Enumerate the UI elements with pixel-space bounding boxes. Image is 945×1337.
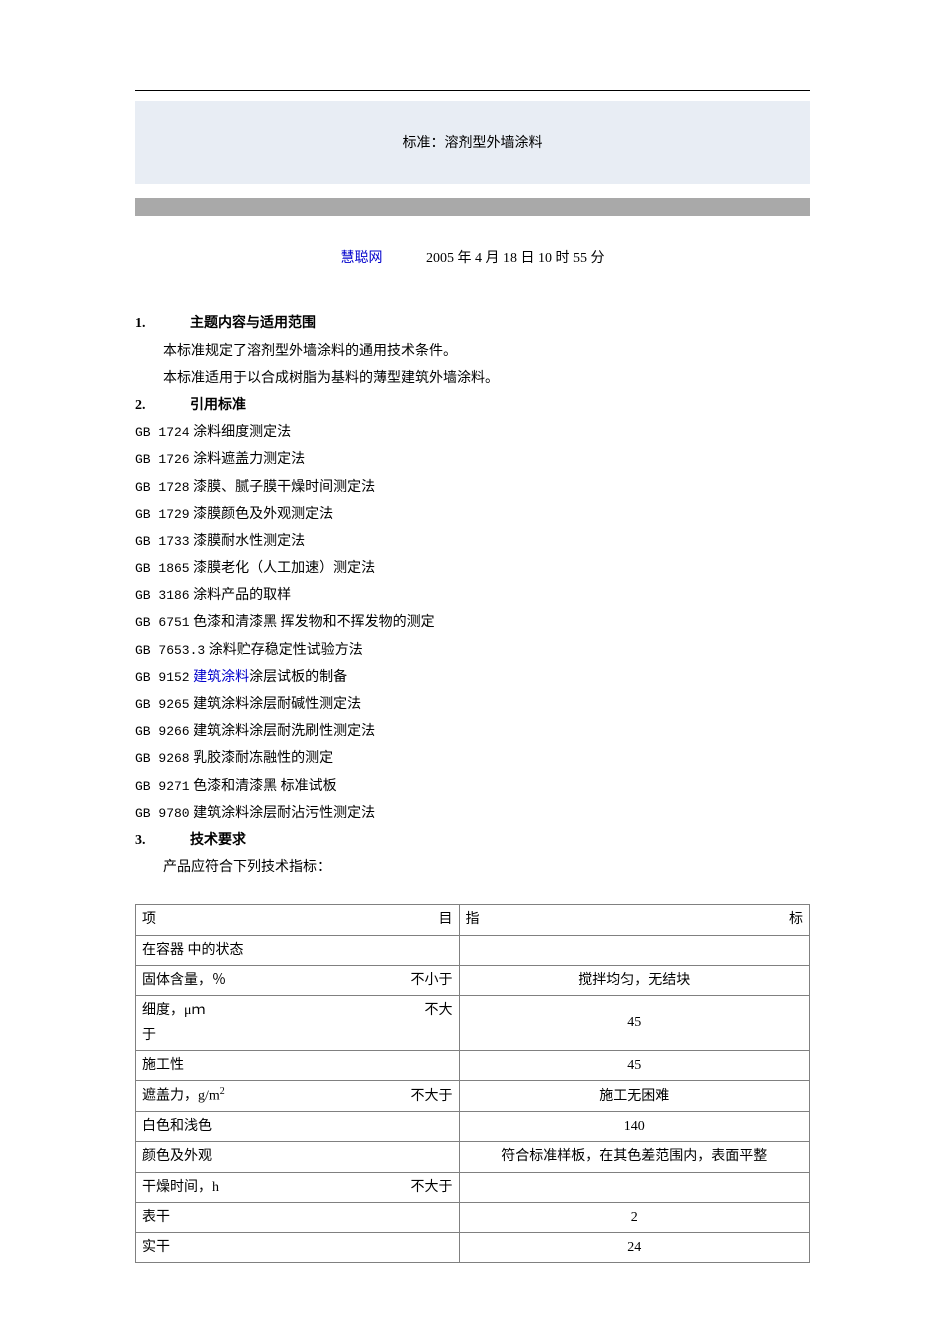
reference-line: GB 1733 漆膜耐水性测定法 [135, 529, 810, 554]
source-link[interactable]: 慧聪网 [341, 251, 383, 266]
reference-line: GB 1726 涂料遮盖力测定法 [135, 447, 810, 472]
reference-line: GB 1729 漆膜颜色及外观测定法 [135, 502, 810, 527]
column-header-item: 项 目 [136, 905, 460, 935]
reference-line: GB 7653.3 涂料贮存稳定性试验方法 [135, 638, 810, 663]
reference-line: GB 9268 乳胶漆耐冻融性的测定 [135, 746, 810, 771]
section-title: 引用标准 [190, 393, 246, 418]
spec-table: 项 目 指 标 在容器 中的状态 固体含量，％不小于 搅拌均匀，无结块 [135, 904, 810, 1263]
table-row: 白色和浅色 140 [136, 1112, 810, 1142]
section-3-heading: 3. 技术要求 [135, 828, 810, 853]
title-block: 标准：溶剂型外墙涂料 [135, 101, 810, 184]
gray-divider-bar [135, 198, 810, 216]
section-number: 1. [135, 311, 190, 336]
inline-link[interactable]: 建筑涂料 [193, 670, 249, 685]
table-row: 干燥时间，h不大于 [136, 1172, 810, 1202]
section-1-heading: 1. 主题内容与适用范围 [135, 311, 810, 336]
top-divider [135, 90, 810, 91]
reference-line: GB 9271 色漆和清漆黑 标准试板 [135, 774, 810, 799]
table-row: 施工性 45 [136, 1051, 810, 1081]
section-title: 主题内容与适用范围 [190, 311, 316, 336]
reference-line: GB 9152 建筑涂料涂层试板的制备 [135, 665, 810, 690]
section-number: 3. [135, 828, 190, 853]
reference-line: GB 1865 漆膜老化（人工加速）测定法 [135, 556, 810, 581]
paragraph: 产品应符合下列技术指标： [135, 855, 810, 880]
reference-line: GB 3186 涂料产品的取样 [135, 583, 810, 608]
section-2-heading: 2. 引用标准 [135, 393, 810, 418]
table-row: 细度，μｍ不大 于 45 [136, 995, 810, 1050]
table-row: 遮盖力，g/m2不大于 施工无困难 [136, 1081, 810, 1112]
table-row: 颜色及外观 符合标准样板，在其色差范围内，表面平整 [136, 1142, 810, 1172]
paragraph: 本标准规定了溶剂型外墙涂料的通用技术条件。 [135, 339, 810, 364]
reference-line: GB 9266 建筑涂料涂层耐洗刷性测定法 [135, 719, 810, 744]
reference-line: GB 1724 涂料细度测定法 [135, 420, 810, 445]
content-body: 1. 主题内容与适用范围 本标准规定了溶剂型外墙涂料的通用技术条件。 本标准适用… [135, 311, 810, 1263]
document-title: 标准：溶剂型外墙涂料 [145, 131, 800, 156]
table-row: 实干 24 [136, 1233, 810, 1263]
table-row: 表干 2 [136, 1202, 810, 1232]
publish-datetime: 2005 年 4 月 18 日 10 时 55 分 [426, 251, 605, 266]
document-page: 标准：溶剂型外墙涂料 慧聪网 2005 年 4 月 18 日 10 时 55 分… [0, 0, 945, 1293]
meta-line: 慧聪网 2005 年 4 月 18 日 10 时 55 分 [135, 246, 810, 271]
reference-line: GB 9780 建筑涂料涂层耐沾污性测定法 [135, 801, 810, 826]
paragraph: 本标准适用于以合成树脂为基料的薄型建筑外墙涂料。 [135, 366, 810, 391]
spec-table-wrap: 项 目 指 标 在容器 中的状态 固体含量，％不小于 搅拌均匀，无结块 [135, 904, 810, 1263]
reference-line: GB 9265 建筑涂料涂层耐碱性测定法 [135, 692, 810, 717]
reference-line: GB 1728 漆膜、腻子膜干燥时间测定法 [135, 475, 810, 500]
column-header-spec: 指 标 [459, 905, 809, 935]
table-row: 在容器 中的状态 [136, 935, 810, 965]
table-row: 固体含量，％不小于 搅拌均匀，无结块 [136, 965, 810, 995]
table-header-row: 项 目 指 标 [136, 905, 810, 935]
section-number: 2. [135, 393, 190, 418]
reference-line: GB 6751 色漆和清漆黑 挥发物和不挥发物的测定 [135, 610, 810, 635]
section-title: 技术要求 [190, 828, 246, 853]
